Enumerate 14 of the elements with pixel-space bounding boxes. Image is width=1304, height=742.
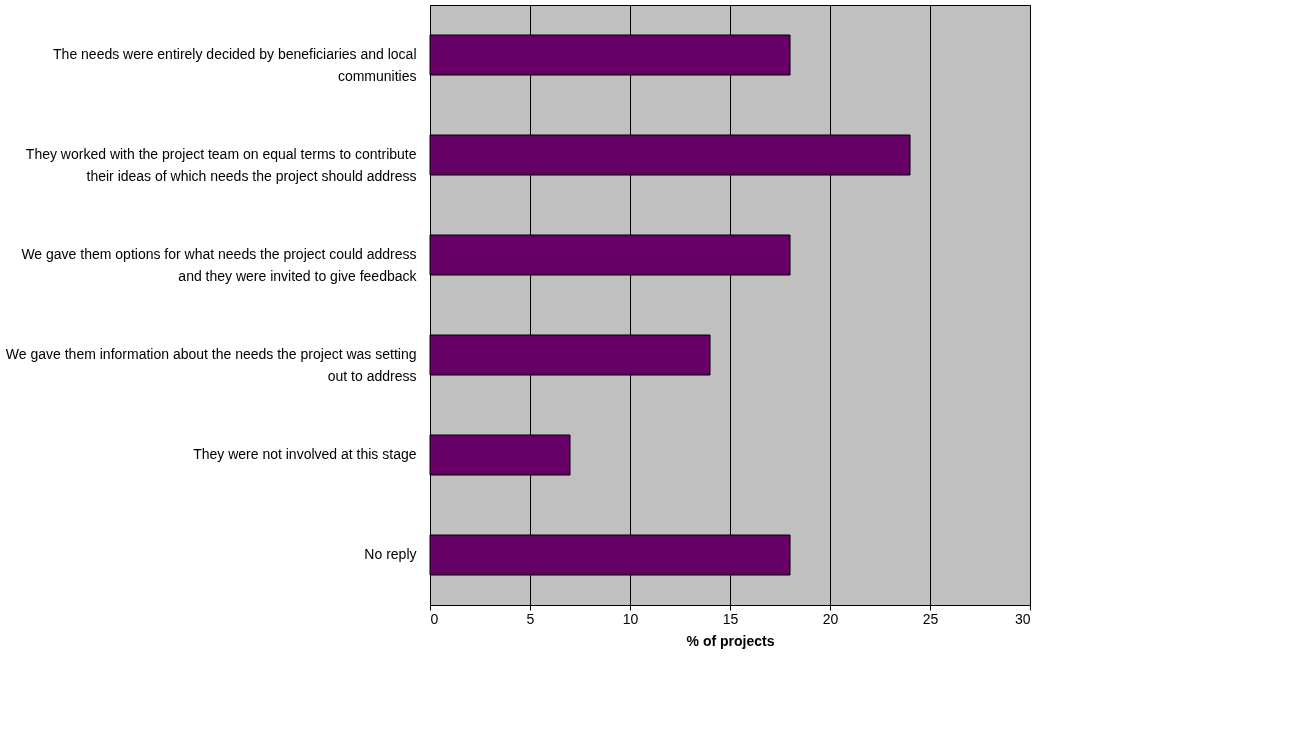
y-tick-label: We gave them options for what needs the project could address and they were invited to give feedback [21, 246, 418, 284]
x-tick-label: 20 [822, 610, 839, 627]
x-tick-label: 15 [722, 610, 739, 627]
x-tick-label: 25 [922, 610, 939, 627]
x-tick-label: 10 [622, 610, 639, 627]
x-tick-label: 0 [430, 610, 439, 627]
y-tick-label: No reply [364, 546, 417, 562]
x-axis-title: % of projects [686, 632, 775, 649]
y-tick-label: They worked with the project team on equal terms to contribute their ideas of which needs the project should address [25, 146, 417, 184]
y-tick-label: They were not involved at this stage [193, 446, 417, 462]
x-tick-label: 30 [1014, 610, 1031, 627]
x-tick-label: 5 [526, 610, 535, 627]
y-tick-label: The needs were entirely decided by beneficiaries and local communities [53, 46, 417, 84]
y-tick-label: We gave them information about the needs the project was setting out to address [5, 346, 417, 384]
